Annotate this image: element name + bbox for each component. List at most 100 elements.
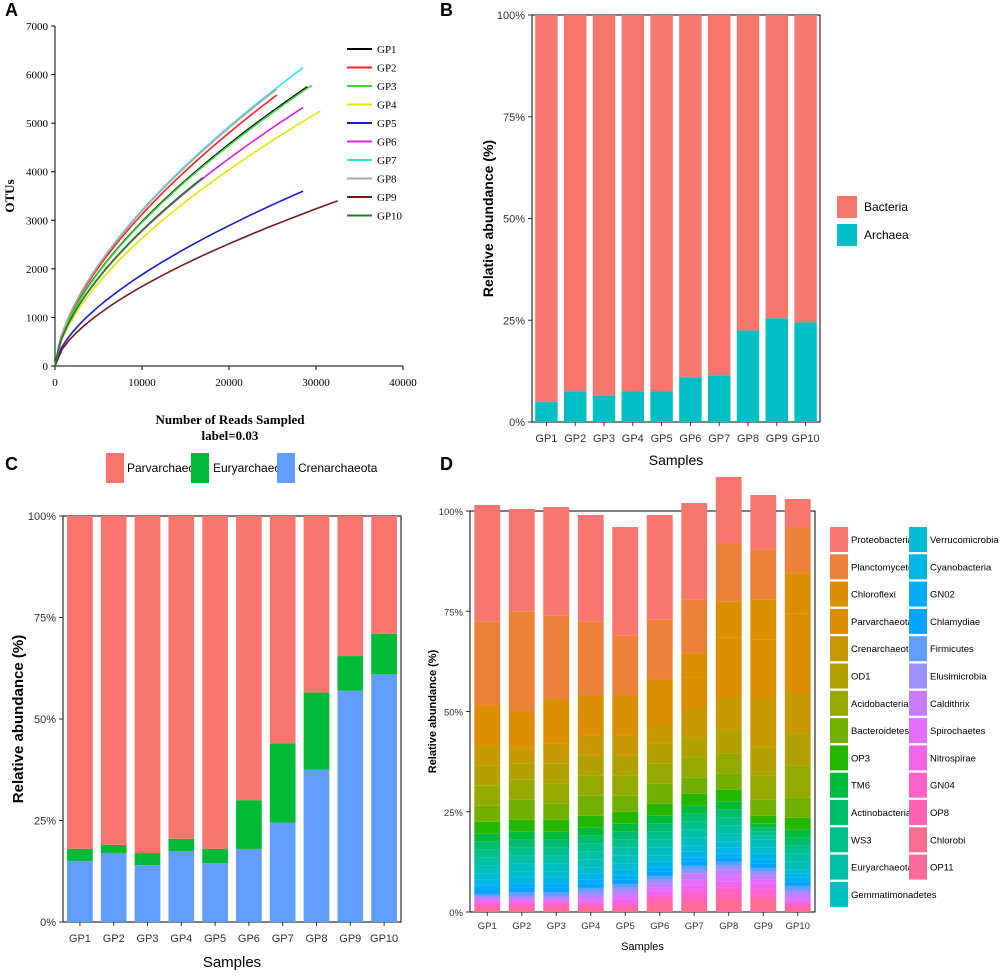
bar-parvarchaeota-gp10 (784, 613, 811, 694)
legend-swatch-elusimicrobia (909, 663, 927, 689)
bar-proteobacteria-gp5 (612, 527, 639, 636)
bar-gemmatimonadetes-gp3 (543, 863, 570, 872)
bar-planctomycetes-gp2 (508, 611, 535, 712)
bar-gemmatimonadetes-gp9 (750, 839, 777, 848)
bar-cyanobacteria-gp8 (715, 847, 742, 854)
bar-chlorobi-gp6 (646, 903, 673, 908)
bar-euryarchaeota-gp6 (646, 839, 673, 848)
bar-cyanobacteria-gp3 (543, 877, 570, 884)
bar-parvarchaeota-gp9 (750, 639, 777, 700)
y-tick-label: 0% (449, 908, 463, 919)
bar-bacteroidetes-gp8 (715, 773, 742, 790)
bar-caldithrix-gp6 (646, 883, 673, 888)
bar-op3-gp1 (474, 821, 501, 834)
legend-swatch-gn04 (909, 772, 927, 798)
bar-chlorobi-gp8 (715, 899, 742, 906)
bar-crenarchaeota-gp1 (474, 745, 501, 766)
bar-actinobacteria-gp6 (646, 823, 673, 832)
y-tick-label: 100% (28, 511, 56, 523)
legend-swatch-caldithrix (909, 690, 927, 716)
legend-swatch-nitrospirae (909, 745, 927, 771)
bar-parvarchaeota-gp10 (371, 516, 397, 634)
legend-label-tm6: TM6 (851, 781, 870, 792)
bar-cyanobacteria-gp9 (750, 853, 777, 860)
bar-spirochaetes-gp9 (750, 879, 777, 884)
y-tick-label: 100% (439, 507, 464, 518)
bar-gn02-gp7 (681, 857, 708, 862)
bar-bacteria-gp7 (707, 15, 731, 376)
legend-label-actinobacteria: Actinobacteria (851, 808, 912, 819)
y-tick-label: 0% (509, 417, 525, 429)
x-tick-label: 20000 (215, 377, 243, 389)
bar-op3-gp9 (750, 815, 777, 824)
y-tick-label: 50% (503, 214, 525, 226)
bar-op3-gp10 (784, 817, 811, 830)
bar-op3-gp2 (508, 819, 535, 832)
legend-label-gp2: GP2 (377, 63, 397, 75)
bar-crenarchaeota-gp10 (784, 693, 811, 734)
x-tick-label: GP3 (593, 433, 615, 445)
bar-chlamydiae-gp1 (474, 889, 501, 894)
bar-nitrospirae-gp8 (715, 881, 742, 888)
bar-proteobacteria-gp6 (646, 515, 673, 620)
bar-ws3-gp3 (543, 847, 570, 856)
legend-label-gemmatimonadetes: Gemmatimonadetes (851, 890, 937, 901)
bar-op3-gp8 (715, 789, 742, 802)
y-tick-label: 6000 (26, 70, 49, 82)
bar-gn02-gp3 (543, 883, 570, 888)
bar-actinobacteria-gp10 (784, 837, 811, 846)
bar-firmicutes-gp3 (543, 891, 570, 896)
bar-op8-gp9 (750, 895, 777, 900)
series-line-gp10 (54, 176, 204, 367)
x-tick-label: GP6 (238, 933, 260, 945)
chart-a-rarefaction: 0 1000 2000 3000 4000 5000 6000 7000 0 10000 20000… (2, 21, 417, 443)
y-tick-label: 50% (444, 708, 464, 719)
bar-gn04-gp4 (577, 903, 604, 906)
legend-label-verrucomicrobia: Verrucomicrobia (930, 535, 999, 546)
bar-archaea-gp10 (794, 322, 817, 422)
x-tick-label: GP7 (685, 921, 704, 932)
bar-tm6-gp10 (784, 829, 811, 838)
bar-chloroflexi-gp7 (681, 653, 708, 678)
bar-gemmatimonadetes-gp6 (646, 847, 673, 856)
bar-proteobacteria-gp3 (543, 506, 570, 616)
legend-label-ws3: WS3 (851, 835, 872, 846)
bar-parvarchaeota-gp8 (715, 637, 742, 698)
bar-od1-gp4 (577, 755, 604, 776)
bar-op3-gp4 (577, 815, 604, 828)
bar-od1-gp1 (474, 765, 501, 786)
bar-tm6-gp3 (543, 831, 570, 840)
x-tick-label: GP2 (103, 933, 125, 945)
bar-bacteria-gp8 (736, 15, 760, 331)
panel-label-a: A (5, 0, 18, 20)
legend-label-euryarchaeota: Euryarchaeota (213, 461, 291, 475)
bar-elusimicrobia-gp5 (612, 887, 639, 892)
legend-swatch-crenarchaeota (277, 453, 295, 483)
x-tick-label: 30000 (302, 377, 330, 389)
bar-ws3-gp8 (715, 817, 742, 826)
bar-gemmatimonadetes-gp4 (577, 859, 604, 868)
bar-acidobacteria-gp5 (612, 775, 639, 796)
bar-bacteria-gp4 (621, 15, 645, 392)
legend-swatch-od1 (830, 663, 848, 689)
chart-c-archaea-phyla: 0% 25% 50% 75% 100% GP1 GP2 GP3 GP4 GP5 GP6 GP7 GP8 G… (10, 453, 402, 971)
bar-parvarchaeota-gp8 (303, 516, 330, 693)
bar-op11-gp9 (750, 905, 777, 912)
bar-crenarchaeota-gp8 (303, 769, 330, 922)
y-tick-label: 2000 (26, 264, 49, 276)
bar-od1-gp7 (681, 737, 708, 758)
bar-chloroflexi-gp6 (646, 679, 673, 700)
bar-ws3-gp5 (612, 839, 639, 848)
bar-bacteroidetes-gp1 (474, 805, 501, 822)
y-axis-title: Relative abundance (%) (10, 635, 27, 803)
legend-swatch-planctomycetes (830, 554, 848, 580)
bar-euryarchaeota-gp10 (371, 633, 397, 675)
bar-nitrospirae-gp2 (508, 901, 535, 904)
bar-acidobacteria-gp7 (681, 757, 708, 778)
bar-elusimicrobia-gp10 (784, 889, 811, 894)
bar-bacteroidetes-gp4 (577, 795, 604, 816)
bar-verrucomicrobia-gp5 (612, 863, 639, 870)
y-tick-label: 0% (40, 917, 56, 929)
bar-bacteria-gp1 (535, 15, 558, 402)
bar-crenarchaeota-gp7 (681, 709, 708, 738)
